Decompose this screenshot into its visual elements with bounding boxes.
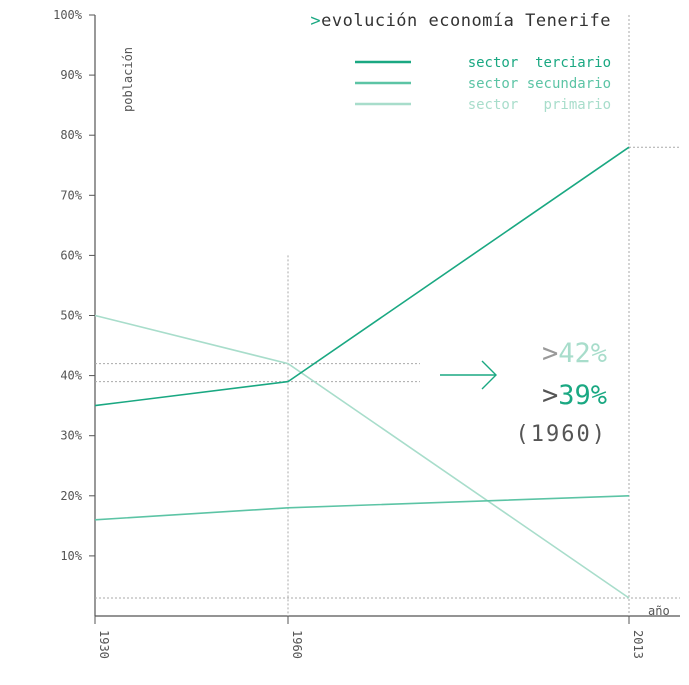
annotation: >42% >39% (1960) (440, 338, 607, 447)
chart-title: >evolución economía Tenerife (310, 11, 611, 31)
x-axis-label: año (648, 604, 670, 618)
y-tick-label: 90% (60, 68, 82, 82)
series-line (94, 495, 630, 521)
y-tick-label: 10% (60, 549, 82, 563)
y-tick-label: 70% (60, 188, 82, 202)
y-axis-label: población (121, 47, 135, 112)
series-lines (94, 146, 630, 599)
legend: sector terciario sector secundario sector … (355, 55, 611, 113)
y-tick-label: 40% (60, 369, 82, 383)
x-tick-label: 1960 (290, 630, 304, 659)
annotation-terciary-value: >39% (542, 380, 607, 411)
x-ticks: 1930 1960 2013 (94, 616, 645, 659)
series-line (94, 146, 630, 407)
y-ticks: 10% 20% 30% 40% 50% 60% 70% 80% 90% 100% (53, 8, 95, 563)
series-line (94, 314, 630, 599)
arrow-right-icon (440, 360, 497, 390)
y-tick-label: 50% (60, 309, 82, 323)
x-tick-label: 2013 (631, 630, 645, 659)
annotation-year: (1960) (516, 422, 607, 447)
legend-label: sector terciario (468, 55, 611, 71)
y-tick-label: 80% (60, 128, 82, 142)
guide-lines (95, 15, 680, 616)
x-tick-label: 1930 (97, 630, 111, 659)
y-tick-label: 100% (53, 8, 83, 22)
y-tick-label: 20% (60, 489, 82, 503)
y-tick-label: 60% (60, 248, 82, 262)
annotation-primary-value: >42% (542, 338, 607, 369)
legend-label: sector primario (468, 97, 611, 113)
legend-label: sector secundario (468, 76, 611, 92)
y-tick-label: 30% (60, 429, 82, 443)
